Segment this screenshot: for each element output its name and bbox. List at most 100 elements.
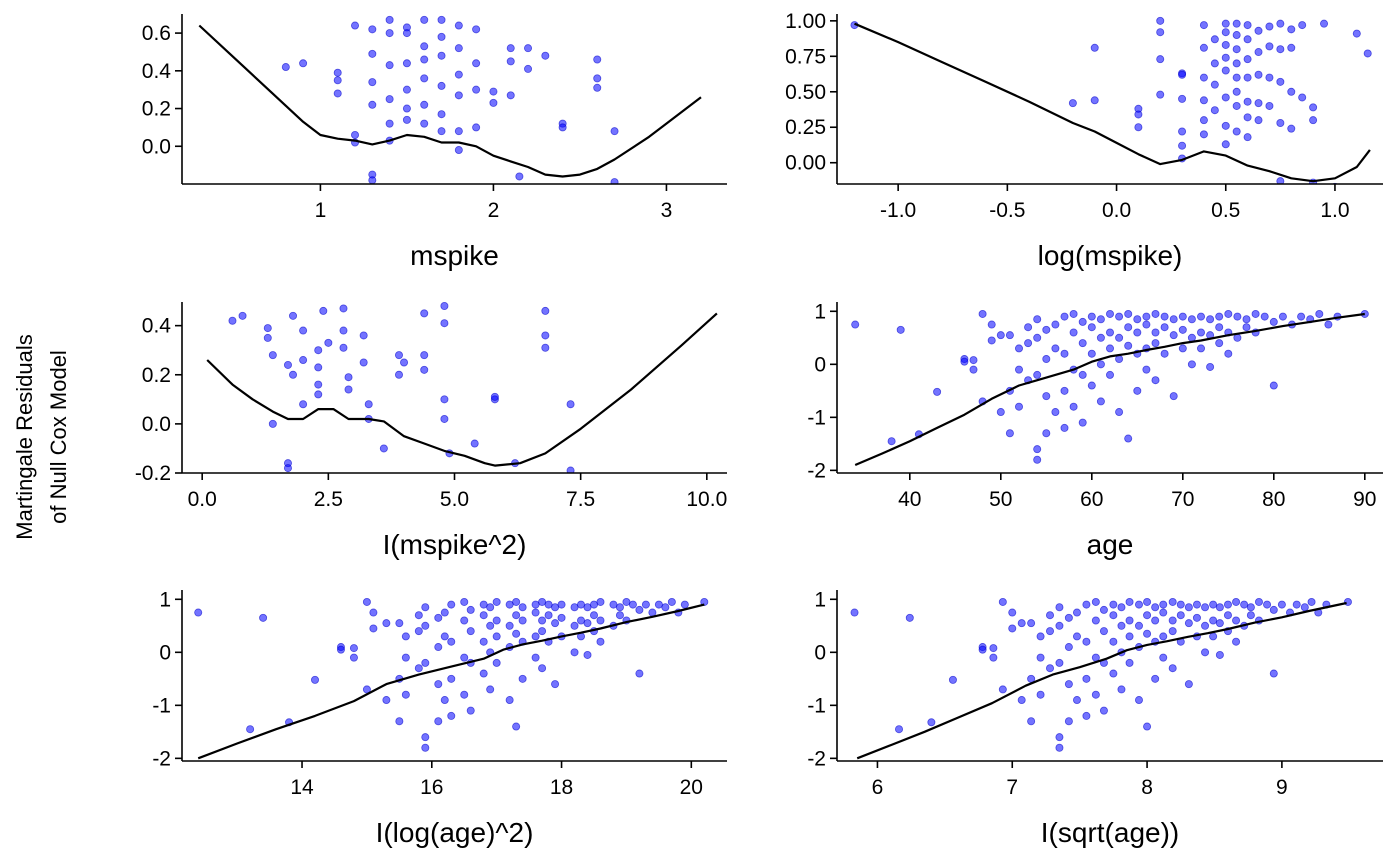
data-point <box>1051 408 1060 417</box>
smooth-line <box>856 601 1347 760</box>
data-point <box>1176 600 1185 609</box>
data-point <box>1099 706 1108 715</box>
data-point <box>1096 333 1105 342</box>
data-point <box>339 326 348 335</box>
data-point <box>492 597 501 606</box>
data-point <box>1156 55 1165 64</box>
data-point <box>492 658 501 667</box>
data-point <box>437 81 446 90</box>
data-point <box>1178 127 1187 136</box>
panel-6: 6 7 8 9 -2 -1 0 1 I(sqrt(age)) <box>807 588 1383 848</box>
x-tick-label: 1 <box>315 199 327 222</box>
data-point <box>628 600 637 609</box>
x-tick-label: 2 <box>488 199 500 222</box>
y-tick-label: 0.0 <box>142 135 171 158</box>
data-point <box>492 632 501 641</box>
data-point <box>402 59 411 68</box>
data-point <box>489 98 498 107</box>
data-point <box>1287 87 1296 96</box>
data-point <box>1151 603 1160 612</box>
data-point <box>1042 392 1051 401</box>
data-point <box>1254 116 1263 125</box>
y-axis-title-line1: Martingale Residuals <box>12 334 37 539</box>
data-point <box>460 616 469 625</box>
data-point <box>1069 402 1078 411</box>
data-point <box>541 51 550 60</box>
data-point <box>1151 616 1160 625</box>
data-point <box>1125 597 1134 606</box>
data-point <box>1251 309 1260 318</box>
data-point <box>1099 627 1108 636</box>
data-point <box>1209 600 1218 609</box>
data-point <box>1242 323 1251 332</box>
data-point <box>933 387 942 396</box>
data-point <box>987 320 996 329</box>
y-tick-label: -2 <box>807 747 826 770</box>
data-point <box>437 15 446 24</box>
data-point <box>998 685 1007 694</box>
data-point <box>1221 19 1230 28</box>
panel-4-data <box>851 309 1369 467</box>
data-point <box>566 466 575 473</box>
data-point <box>1096 315 1105 324</box>
panel-1-data <box>198 15 702 184</box>
data-point <box>454 91 463 100</box>
data-point <box>1221 66 1230 75</box>
data-point <box>440 414 449 423</box>
data-point <box>437 51 446 60</box>
data-point <box>1008 608 1017 617</box>
data-point <box>551 680 560 689</box>
data-point <box>1240 600 1249 609</box>
data-point <box>1260 312 1269 321</box>
data-point <box>948 675 957 684</box>
x-tick-label: 60 <box>1080 488 1103 511</box>
data-point <box>1199 116 1208 125</box>
x-tick-label: 90 <box>1353 488 1376 511</box>
data-point <box>1133 315 1142 324</box>
data-point <box>385 29 394 38</box>
data-point <box>434 680 443 689</box>
data-point <box>1197 344 1206 353</box>
data-point <box>1055 743 1064 752</box>
data-point <box>596 616 605 625</box>
panel-3-data <box>206 302 718 473</box>
data-point <box>1055 621 1064 630</box>
data-point <box>1265 101 1274 110</box>
data-point <box>996 408 1005 417</box>
data-point <box>1036 690 1045 699</box>
data-point <box>314 346 323 355</box>
data-point <box>333 76 342 85</box>
data-point <box>1072 632 1081 641</box>
data-point <box>1036 653 1045 662</box>
x-tick-label: 0.0 <box>1102 199 1131 222</box>
data-point <box>1221 40 1230 49</box>
data-point <box>454 44 463 53</box>
data-point <box>1159 600 1168 609</box>
data-point <box>454 127 463 136</box>
data-point <box>1287 25 1296 34</box>
data-point <box>1243 55 1252 64</box>
data-point <box>1087 349 1096 358</box>
data-point <box>1125 658 1134 667</box>
data-point <box>1060 423 1069 432</box>
x-tick-label: 16 <box>420 776 443 799</box>
data-point <box>593 83 602 92</box>
data-point <box>1254 597 1263 606</box>
data-point <box>978 645 987 654</box>
data-point <box>263 333 272 342</box>
data-point <box>344 385 353 394</box>
data-point <box>414 627 423 636</box>
y-tick-label: 0.75 <box>785 45 826 68</box>
data-point <box>1109 637 1118 646</box>
data-point <box>1124 323 1133 332</box>
data-point <box>1134 600 1143 609</box>
data-point <box>1287 124 1296 133</box>
data-point <box>395 717 404 726</box>
data-point <box>1243 97 1252 106</box>
data-point <box>1192 613 1201 622</box>
data-point <box>1243 21 1252 30</box>
data-point <box>593 55 602 64</box>
data-point <box>1233 333 1242 342</box>
data-point <box>1309 116 1318 125</box>
data-point <box>339 343 348 352</box>
